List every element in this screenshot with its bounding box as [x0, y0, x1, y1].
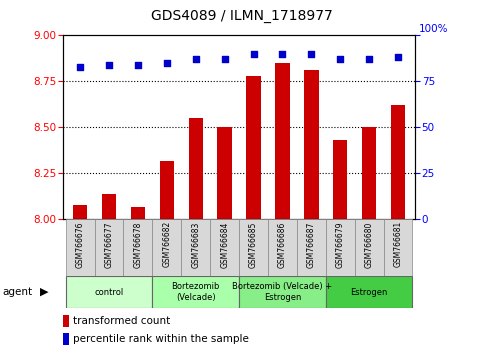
Point — [134, 62, 142, 68]
Text: Estrogen: Estrogen — [351, 287, 388, 297]
Point — [365, 57, 373, 62]
Text: GSM766687: GSM766687 — [307, 221, 316, 268]
Text: GSM766676: GSM766676 — [76, 221, 85, 268]
Text: 100%: 100% — [419, 24, 448, 34]
Text: GSM766678: GSM766678 — [133, 221, 142, 268]
Text: GSM766684: GSM766684 — [220, 221, 229, 268]
Bar — [217, 127, 232, 219]
Bar — [391, 105, 405, 219]
Bar — [297, 219, 326, 276]
Bar — [159, 161, 174, 219]
Point — [76, 64, 84, 69]
Text: GSM766681: GSM766681 — [394, 221, 402, 267]
Bar — [188, 118, 203, 219]
Bar — [95, 219, 124, 276]
Bar — [73, 205, 87, 219]
Text: GSM766685: GSM766685 — [249, 221, 258, 268]
Bar — [66, 219, 95, 276]
Point — [279, 51, 286, 57]
Text: GSM766677: GSM766677 — [104, 221, 114, 268]
Bar — [239, 219, 268, 276]
Bar — [152, 276, 239, 308]
Bar — [102, 194, 116, 219]
Bar — [131, 207, 145, 219]
Bar — [355, 219, 384, 276]
Bar — [181, 219, 210, 276]
Text: ▶: ▶ — [40, 287, 48, 297]
Bar — [304, 70, 319, 219]
Text: Bortezomib (Velcade) +
Estrogen: Bortezomib (Velcade) + Estrogen — [232, 282, 332, 302]
Text: GSM766683: GSM766683 — [191, 221, 200, 268]
Bar — [124, 219, 152, 276]
Bar — [326, 276, 412, 308]
Bar — [268, 219, 297, 276]
Bar — [362, 127, 376, 219]
Text: control: control — [94, 287, 124, 297]
Bar — [275, 63, 290, 219]
Point — [308, 51, 315, 57]
Bar — [384, 219, 412, 276]
Text: percentile rank within the sample: percentile rank within the sample — [73, 334, 249, 344]
Bar — [326, 219, 355, 276]
Bar — [246, 76, 261, 219]
Text: GDS4089 / ILMN_1718977: GDS4089 / ILMN_1718977 — [151, 9, 332, 23]
Text: GSM766686: GSM766686 — [278, 221, 287, 268]
Text: GSM766679: GSM766679 — [336, 221, 345, 268]
Bar — [333, 140, 347, 219]
Text: GSM766682: GSM766682 — [162, 221, 171, 267]
Point — [163, 60, 170, 66]
Text: agent: agent — [2, 287, 32, 297]
Point — [394, 55, 402, 60]
Bar — [152, 219, 181, 276]
Point — [105, 62, 113, 68]
Text: transformed count: transformed count — [73, 316, 170, 326]
Bar — [239, 276, 326, 308]
Bar — [210, 219, 239, 276]
Text: GSM766680: GSM766680 — [365, 221, 374, 268]
Point — [192, 57, 199, 62]
Text: Bortezomib
(Velcade): Bortezomib (Velcade) — [171, 282, 220, 302]
Point — [336, 57, 344, 62]
Bar — [66, 276, 152, 308]
Point — [250, 51, 257, 57]
Point — [221, 57, 228, 62]
